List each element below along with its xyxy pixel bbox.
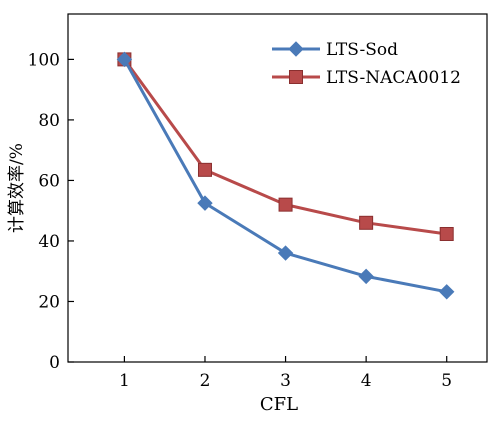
legend-marker (288, 41, 304, 57)
y-tick-label: 0 (49, 353, 60, 373)
data-point (116, 51, 133, 68)
y-tick-label: 20 (38, 292, 60, 312)
y-tick-label: 80 (38, 111, 60, 131)
data-point (358, 268, 374, 285)
y-tick-label: 40 (38, 232, 60, 252)
series-layer (116, 51, 455, 300)
y-axis-label: 计算效率/% (7, 143, 27, 233)
series-1 (116, 51, 455, 300)
data-point (278, 197, 293, 212)
data-point (197, 195, 213, 211)
legend-label: LTS-NACA0012 (326, 68, 461, 88)
data-point (277, 245, 294, 261)
legend-item: LTS-NACA0012 (272, 68, 461, 88)
x-tick-label: 3 (280, 371, 291, 391)
axes-layer: 1 2 3 4 5 0 20 40 60 80 100 (28, 13, 488, 391)
legend-label: LTS-Sod (326, 40, 398, 60)
y-tick-label: 100 (28, 50, 60, 70)
data-point (439, 226, 454, 241)
x-tick-label: 1 (119, 371, 130, 391)
plot-frame (67, 13, 488, 363)
data-point (197, 162, 212, 177)
data-point (359, 215, 374, 230)
y-tick-label: 60 (38, 171, 60, 191)
x-tick-label: 4 (361, 371, 372, 391)
x-tick-label: 2 (200, 371, 211, 391)
legend-item: LTS-Sod (272, 40, 398, 60)
legend: LTS-Sod LTS-NACA0012 (272, 40, 461, 88)
data-point (439, 284, 455, 300)
x-axis-label: CFL (260, 394, 298, 415)
x-tick-label: 5 (441, 371, 452, 391)
legend-marker (289, 70, 303, 84)
